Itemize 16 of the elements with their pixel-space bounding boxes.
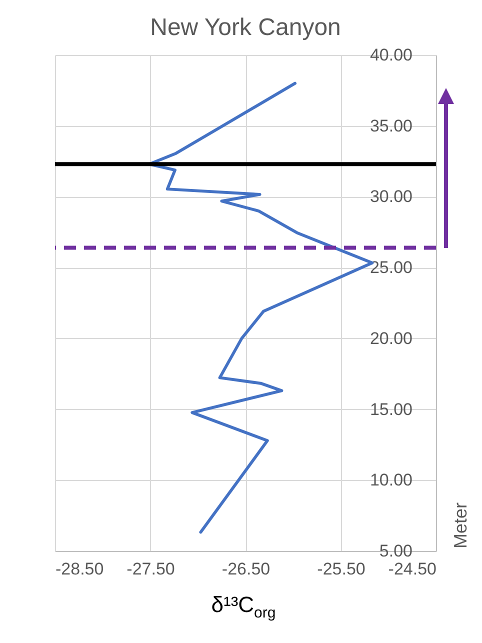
y-tick-label: 15.00 [370, 400, 412, 419]
y-tick-label: 20.00 [370, 328, 412, 348]
x-tick-label: -25.50 [317, 560, 366, 578]
y-axis-title: Meter [450, 502, 470, 549]
x-tick-label: -27.50 [126, 560, 175, 578]
x-tick-label: -28.50 [56, 560, 104, 578]
y-tick-label: 25.00 [370, 258, 412, 278]
x-axis-title: δ¹³C$_{org}$ [210, 592, 277, 622]
chart-title: New York Canyon [150, 14, 341, 41]
y-tick-label: 35.00 [370, 116, 412, 136]
y-tick-label: 5.00 [379, 542, 412, 560]
y-tick-label: 40.00 [370, 46, 412, 64]
x-tick-label: -26.50 [222, 560, 270, 578]
y-tick-label: 30.00 [370, 187, 412, 206]
x-tick-label: -24.50 [388, 560, 436, 578]
y-tick-label: 10.00 [370, 470, 412, 490]
